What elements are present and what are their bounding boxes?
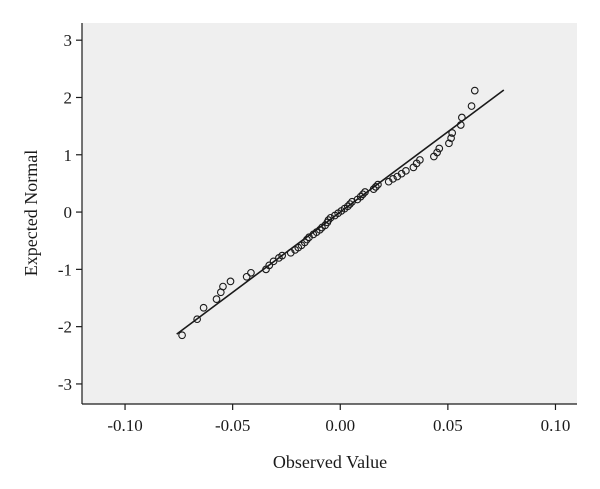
data-point <box>447 134 455 143</box>
data-point <box>361 188 369 196</box>
data-point <box>448 129 457 137</box>
y-tick-label: -2 <box>58 318 72 337</box>
data-point <box>456 121 465 129</box>
x-tick-label: 0.10 <box>541 416 571 435</box>
data-point <box>303 235 311 244</box>
data-point <box>435 144 444 153</box>
x-tick-label: -0.10 <box>107 416 142 435</box>
data-point <box>402 166 410 175</box>
data-point <box>324 216 333 224</box>
data-point <box>212 295 221 304</box>
data-points-group <box>178 86 479 340</box>
x-axis-title: Observed Value <box>273 452 387 472</box>
data-point <box>371 183 380 191</box>
y-tick-label: 2 <box>64 88 73 107</box>
y-axis-title: Expected Normal <box>21 150 41 276</box>
y-tick-label: -3 <box>58 375 72 394</box>
data-point <box>226 277 235 286</box>
data-point <box>269 257 278 266</box>
data-point <box>374 180 382 189</box>
data-point <box>326 213 335 222</box>
data-point <box>219 282 227 291</box>
data-point <box>178 331 186 340</box>
axes: 3 2 1 0 -1 -2 -3 -0.10 -0.05 0.00 0.05 0.10 <box>58 23 577 435</box>
data-point <box>278 251 287 260</box>
y-tick-label: 0 <box>64 203 73 222</box>
data-point <box>356 192 365 201</box>
data-point <box>445 139 453 148</box>
data-point <box>265 261 274 270</box>
data-point <box>389 174 397 183</box>
data-point <box>416 156 424 164</box>
plot-area-background <box>82 23 577 404</box>
data-point <box>247 268 255 277</box>
data-point <box>199 303 208 312</box>
data-point <box>470 86 479 95</box>
data-point <box>343 202 352 211</box>
y-tick-label: 1 <box>64 146 73 165</box>
y-tick-label: 3 <box>64 31 73 50</box>
data-point <box>193 315 201 324</box>
x-tick-label: 0.05 <box>433 416 463 435</box>
data-point <box>433 148 441 157</box>
data-point <box>315 225 324 234</box>
y-tick-label: -1 <box>58 260 72 279</box>
x-tick-label: -0.05 <box>215 416 250 435</box>
x-tick-label: 0.00 <box>325 416 355 435</box>
data-point <box>458 113 466 122</box>
data-point <box>242 272 251 281</box>
data-point <box>369 185 378 194</box>
data-point <box>467 102 476 110</box>
data-point <box>359 190 367 199</box>
data-point <box>346 200 354 208</box>
